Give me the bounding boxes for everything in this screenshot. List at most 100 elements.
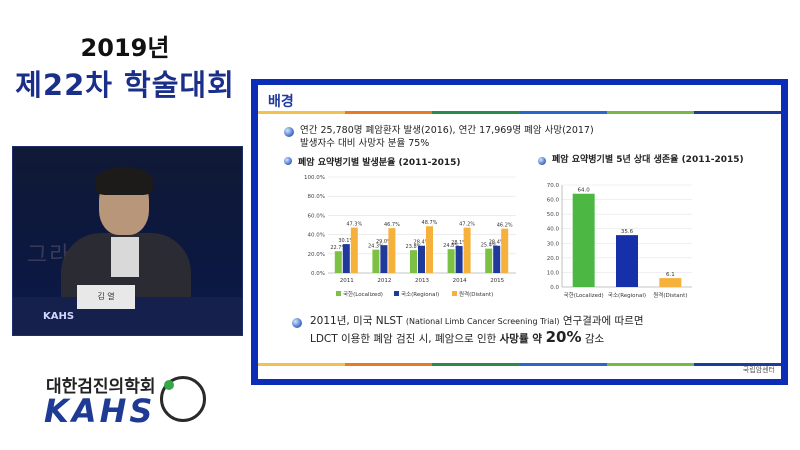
bullet2-line2-text: LDCT 이용한 폐암 검진 시, 폐암으로 인한 (310, 333, 500, 345)
rule-segment (258, 111, 346, 114)
y-tick-label: 70.0 (547, 183, 560, 189)
bar (410, 250, 417, 273)
bar (455, 246, 463, 273)
x-tick-label: 국한(Localized) (564, 292, 604, 299)
bullet2-trial-name: (National Limb Cancer Screening Trial) (405, 317, 560, 326)
bullet-icon (284, 157, 292, 165)
rule-segment (519, 363, 607, 366)
bar-value-label: 35.6 (621, 229, 634, 235)
bar (380, 245, 388, 273)
left-chart-title: 폐암 요약병기별 발생분율 (2011-2015) (298, 158, 461, 168)
conference-year-title: 2019년 (80, 34, 170, 62)
bar-value-label: 6.1 (666, 272, 675, 278)
bar (350, 227, 358, 273)
bar-value-label: 47.2% (459, 222, 475, 228)
x-tick-label: 2013 (415, 278, 429, 284)
y-tick-label: 40.0% (308, 233, 325, 239)
org-name-ko: 대한검진의학회 (46, 377, 156, 397)
bar (493, 245, 501, 273)
x-tick-label: 2012 (377, 278, 391, 284)
y-tick-label: 50.0 (547, 212, 560, 218)
right-chart-title: 폐암 요약병기별 5년 상대 생존율 (2011-2015) (552, 155, 744, 165)
bullet2-decrease-label: 감소 (581, 333, 605, 345)
bullet1-line1: 연간 25,780명 폐암환자 발생(2016), 연간 17,969명 폐암 … (300, 125, 594, 136)
conference-event-title: 제22차 학술대회 (15, 68, 235, 102)
survival-stage-chart: 0.0 10.0 20.0 30.0 40.0 50.0 60.0 70.0 64.0 국한(Lo… (540, 181, 700, 307)
slide-bottom-rule (258, 363, 781, 366)
bar (342, 244, 350, 273)
rule-segment (606, 111, 694, 114)
y-tick-label: 80.0% (308, 194, 325, 200)
y-tick-label: 60.0% (308, 213, 325, 219)
y-tick-label: 20.0 (547, 256, 560, 262)
x-tick-label: 2011 (340, 278, 354, 284)
rule-segment (519, 111, 607, 114)
rule-segment (693, 111, 781, 114)
y-tick-label: 0.0 (550, 285, 559, 291)
bar-value-label: 48.7% (422, 220, 438, 226)
slide-title: 배경 (268, 94, 294, 110)
bar (372, 249, 380, 273)
survival-stage-chart-svg: 0.0 10.0 20.0 30.0 40.0 50.0 60.0 70.0 64.0 국한(Lo… (547, 183, 692, 299)
legend-swatch (394, 291, 399, 296)
footer-logo: 국립암센터 (742, 366, 775, 374)
bar-value-label: 28.1% (451, 240, 467, 246)
bar-value-label: 46.7% (384, 222, 400, 228)
rule-segment (432, 363, 520, 366)
bar (572, 193, 595, 287)
y-tick-label: 100.0% (304, 175, 325, 181)
slide: 배경 연간 25,780명 폐암환자 발생(2016), 연간 17,969명 … (258, 85, 781, 379)
y-tick-label: 20.0% (308, 252, 325, 258)
org-name-en: KAHS (44, 392, 156, 430)
bar (616, 235, 638, 287)
bar-value-label: 22.7% (330, 245, 346, 251)
bullet2-mortality-label: 사망률 약 (499, 333, 546, 345)
bar-value-label: 25.4% (481, 243, 497, 249)
y-tick-label: 40.0 (547, 227, 560, 233)
x-tick-label: 국소(Regional) (608, 292, 646, 299)
legend-label: 국한(Localized) (343, 291, 383, 298)
incidence-stage-chart: 0.0% 20.0% 40.0% 60.0% 80.0% 100.0% 22.7% 30.1%… (298, 173, 528, 307)
bar-value-label: 24.3% (368, 244, 384, 250)
legend-swatch (336, 291, 341, 296)
bar-value-label: 29.0% (376, 239, 392, 245)
x-tick-label: 2015 (490, 278, 504, 284)
y-tick-label: 60.0 (547, 198, 560, 204)
kahs-logo-ring-icon (160, 376, 206, 422)
rule-segment (606, 363, 694, 366)
x-tick-label: 원격(Distant) (653, 291, 687, 299)
bar (388, 228, 396, 273)
bar-value-label: 30.1% (338, 238, 354, 244)
bar (463, 227, 471, 273)
bar-value-label: 23.8% (406, 244, 422, 250)
bullet-icon (284, 127, 294, 137)
speaker-nameplate: 김 열 (77, 285, 135, 309)
y-tick-label: 10.0 (547, 270, 560, 276)
legend-label: 국소(Regional) (401, 291, 439, 298)
y-tick-label: 0.0% (311, 271, 325, 277)
x-tick-label: 2014 (453, 278, 467, 284)
speaker-shirt (111, 237, 139, 277)
bullet-icon (538, 157, 546, 165)
speaker-video: 그라 룸 김 열 KAHS (12, 146, 243, 336)
bar (334, 251, 342, 273)
bar (501, 228, 509, 273)
legend-swatch (452, 291, 457, 296)
bar (485, 248, 493, 273)
bar-value-label: 28.4% (414, 240, 430, 246)
bar (447, 249, 455, 273)
bullet2-line1: 2011년, 미국 NLST (National Limb Cancer Scr… (310, 315, 644, 328)
rule-segment (345, 111, 433, 114)
podium-logo: KAHS (43, 311, 75, 322)
bar-value-label: 47.3% (346, 222, 362, 228)
bullet2-mortality-value: 20% (545, 328, 582, 346)
bar-value-label: 46.2% (497, 223, 513, 229)
bar-value-label: 64.0 (578, 188, 591, 194)
rule-segment (693, 363, 781, 366)
slide-frame: 배경 연간 25,780명 폐암환자 발생(2016), 연간 17,969명 … (251, 79, 788, 385)
incidence-stage-chart-svg: 0.0% 20.0% 40.0% 60.0% 80.0% 100.0% 22.7%30.1%… (304, 175, 516, 298)
bullet2-text-c: 연구결과에 따르면 (559, 315, 644, 327)
legend-label: 원격(Distant) (459, 290, 493, 298)
slide-top-rule (258, 111, 781, 114)
bar (426, 226, 433, 273)
